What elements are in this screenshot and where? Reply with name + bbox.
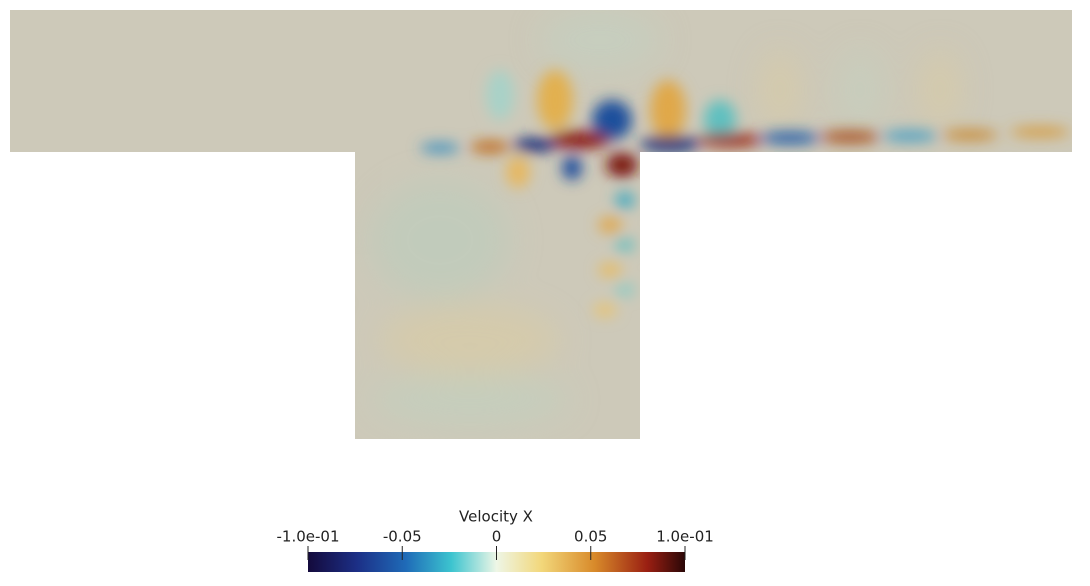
tick-label: -1.0e-01 (277, 528, 340, 546)
color-bar-title: Velocity X (459, 508, 533, 526)
tick-label: 0.05 (574, 528, 607, 546)
tick-label: -0.05 (383, 528, 422, 546)
flow-field (10, 10, 1072, 439)
tick-label: 1.0e-01 (656, 528, 714, 546)
tick-label: 0 (492, 528, 502, 546)
color-bar-ticks: -1.0e-01 -0.05 0 0.05 1.0e-01 (277, 528, 714, 560)
